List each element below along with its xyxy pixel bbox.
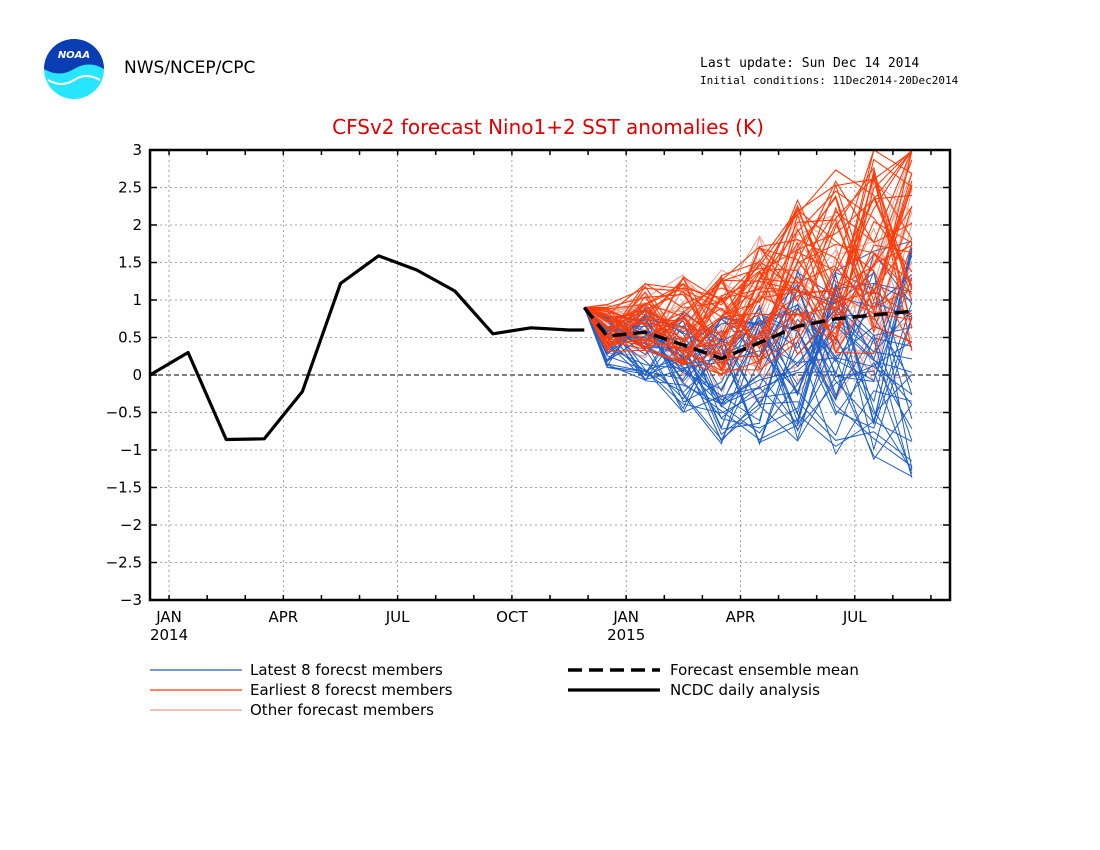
forecast-member-line-latest bbox=[583, 283, 913, 441]
y-tick-label: −2.5 bbox=[106, 554, 142, 572]
forecast-member-line-earliest bbox=[583, 196, 913, 372]
forecast-member-line-earliest bbox=[584, 168, 913, 377]
forecast-member-line-latest bbox=[583, 307, 913, 478]
forecast-member-line-latest bbox=[583, 307, 913, 443]
legend-label-other: Other forecast members bbox=[250, 701, 434, 719]
y-tick-label: 2 bbox=[132, 216, 142, 234]
forecast-members bbox=[583, 149, 913, 478]
logo-text: NOAA bbox=[58, 50, 90, 61]
forecast-member-line-latest bbox=[583, 268, 913, 475]
chart-title: CFSv2 forecast Nino1+2 SST anomalies (K) bbox=[332, 115, 764, 139]
forecast-member-line-latest bbox=[583, 272, 913, 375]
forecast-member-line-latest bbox=[583, 307, 913, 461]
main-lines bbox=[149, 254, 913, 442]
legend: Latest 8 forecst members Earliest 8 forec… bbox=[150, 661, 859, 719]
y-tick-label: −1 bbox=[120, 441, 142, 459]
y-tick-label: −3 bbox=[120, 591, 142, 609]
x-tick-label: JAN bbox=[155, 608, 182, 626]
legend-label-latest: Latest 8 forecst members bbox=[250, 661, 443, 679]
x-tick-label: APR bbox=[726, 608, 756, 626]
y-axis: 3 2.5 2 1.5 1 0.5 0 −0.5 −1 −1.5 −2 −2.5 −3 bbox=[106, 141, 950, 609]
last-update-text: Last update: Sun Dec 14 2014 bbox=[700, 56, 920, 71]
y-tick-label: 0.5 bbox=[118, 329, 142, 347]
noaa-logo-icon: NOAA bbox=[44, 39, 104, 99]
y-tick-label: −1.5 bbox=[106, 479, 142, 497]
forecast-member-line-latest bbox=[584, 307, 913, 430]
forecast-member-line-earliest bbox=[584, 149, 913, 364]
y-tick-label: −2 bbox=[120, 516, 142, 534]
legend-label-earliest: Earliest 8 forecst members bbox=[250, 681, 453, 699]
x-tick-label: OCT bbox=[496, 608, 528, 626]
forecast-member-line-earliest bbox=[583, 184, 913, 371]
initial-conditions-text: Initial conditions: 11Dec2014-20Dec2014 bbox=[700, 74, 959, 87]
x-tick-year-label: 2015 bbox=[607, 626, 645, 644]
x-tick-label: JUL bbox=[842, 608, 867, 626]
forecast-member-line-earliest bbox=[583, 149, 913, 352]
x-tick-label: JAN bbox=[612, 608, 639, 626]
x-tick-label: JUL bbox=[385, 608, 410, 626]
y-tick-label: 0 bbox=[132, 366, 142, 384]
legend-label-analysis: NCDC daily analysis bbox=[670, 681, 820, 699]
legend-label-mean: Forecast ensemble mean bbox=[670, 661, 859, 679]
forecast-member-line-earliest bbox=[584, 244, 913, 339]
x-tick-label: APR bbox=[268, 608, 298, 626]
forecast-member-line-earliest bbox=[583, 219, 913, 366]
org-label: NWS/NCEP/CPC bbox=[124, 58, 256, 78]
ensemble-mean-line bbox=[582, 306, 913, 361]
y-tick-label: −0.5 bbox=[106, 404, 142, 422]
grid-lines bbox=[150, 150, 950, 600]
forecast-member-line-latest bbox=[583, 301, 913, 419]
y-tick-label: 2.5 bbox=[118, 179, 142, 197]
x-tick-year-label: 2014 bbox=[150, 626, 188, 644]
ncdc-analysis-line bbox=[149, 254, 585, 442]
y-tick-label: 1.5 bbox=[118, 254, 142, 272]
y-tick-label: 3 bbox=[132, 141, 142, 159]
y-tick-label: 1 bbox=[132, 291, 142, 309]
forecast-member-line-earliest bbox=[584, 194, 912, 341]
